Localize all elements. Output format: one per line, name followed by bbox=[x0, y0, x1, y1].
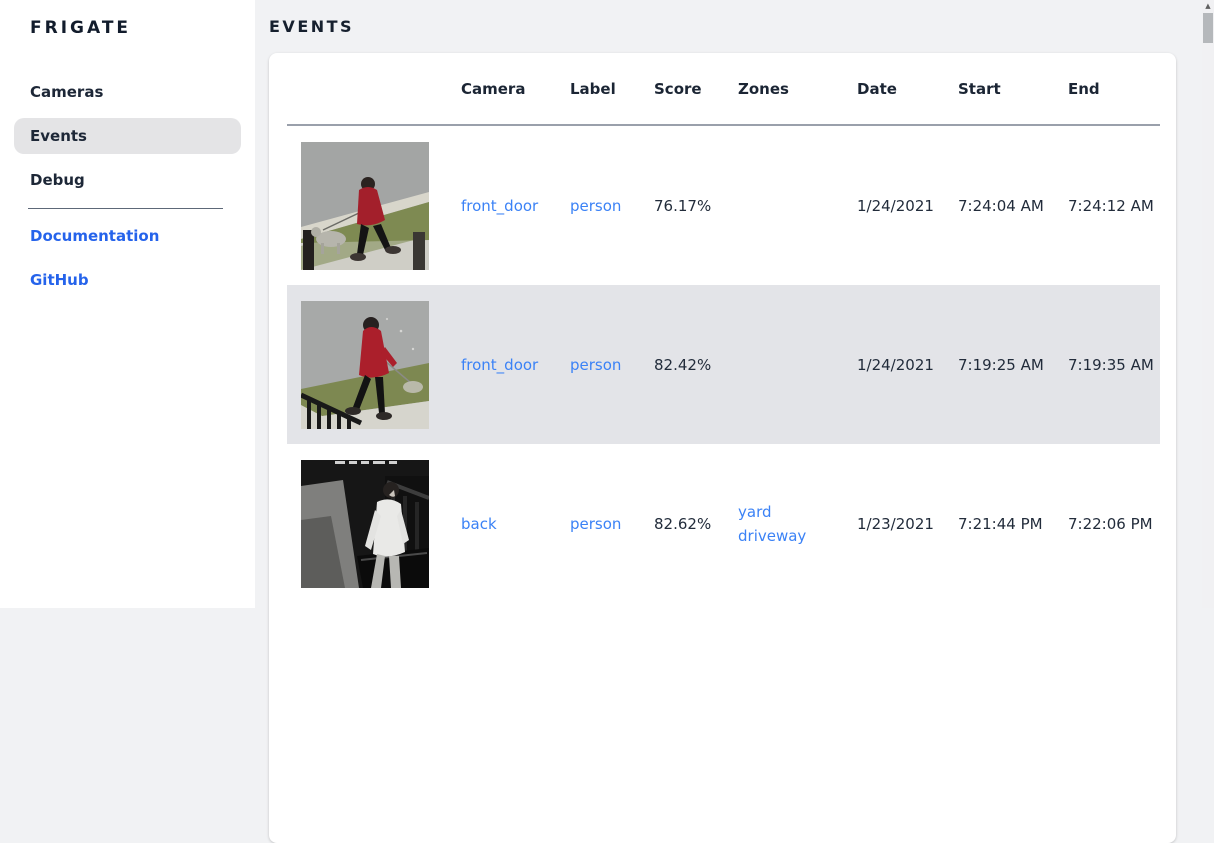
column-header-score: Score bbox=[654, 79, 702, 98]
scrollbar-up-arrow-icon[interactable]: ▲ bbox=[1205, 2, 1211, 10]
end-value: 7:24:12 AM bbox=[1068, 196, 1154, 215]
score-value: 82.62% bbox=[654, 514, 712, 533]
event-thumbnail[interactable] bbox=[301, 300, 429, 429]
sidebar-item-label: Events bbox=[30, 127, 87, 145]
column-header-camera: Camera bbox=[461, 79, 526, 98]
event-thumbnail-cell bbox=[287, 300, 461, 429]
event-thumbnail[interactable] bbox=[301, 459, 429, 588]
label-link[interactable]: person bbox=[570, 196, 622, 215]
column-header-date: Date bbox=[857, 79, 897, 98]
table-row[interactable]: back person 82.62% yard driveway 1/23/20… bbox=[287, 444, 1160, 603]
column-header-end: End bbox=[1068, 79, 1100, 98]
zones-cell: yard driveway bbox=[738, 500, 857, 548]
page-title: EVENTS bbox=[269, 17, 355, 36]
sidebar-item-label: Debug bbox=[30, 171, 85, 189]
camera-link[interactable]: front_door bbox=[461, 355, 539, 374]
events-table: Camera Label Score Zones Date Start End bbox=[287, 53, 1160, 603]
event-thumbnail-cell bbox=[287, 141, 461, 270]
vertical-scrollbar[interactable]: ▲ bbox=[1202, 0, 1214, 608]
table-row[interactable]: front_door person 82.42% 1/24/2021 7:19:… bbox=[287, 285, 1160, 444]
main-content: EVENTS Camera Label Score Zones Date Sta… bbox=[255, 0, 1202, 843]
start-value: 7:21:44 PM bbox=[958, 514, 1043, 533]
zone-link-driveway[interactable]: driveway bbox=[738, 526, 807, 545]
sidebar-link-github[interactable]: GitHub bbox=[14, 262, 241, 298]
label-link[interactable]: person bbox=[570, 514, 622, 533]
date-value: 1/23/2021 bbox=[857, 514, 934, 533]
sidebar-item-debug[interactable]: Debug bbox=[14, 162, 241, 198]
sidebar-item-label: Cameras bbox=[30, 83, 104, 101]
event-thumbnail[interactable] bbox=[301, 141, 429, 270]
table-row[interactable]: front_door person 76.17% 1/24/2021 7:24:… bbox=[287, 126, 1160, 285]
camera-link[interactable]: front_door bbox=[461, 196, 539, 215]
sidebar: FRIGATE Cameras Events Debug Documentati… bbox=[0, 0, 255, 608]
column-header-zones: Zones bbox=[738, 79, 789, 98]
column-header-label: Label bbox=[570, 79, 616, 98]
sidebar-nav: Cameras Events Debug Documentation GitHu… bbox=[0, 74, 255, 298]
events-card: Camera Label Score Zones Date Start End bbox=[269, 53, 1176, 843]
table-header-row: Camera Label Score Zones Date Start End bbox=[287, 53, 1160, 126]
sidebar-link-documentation[interactable]: Documentation bbox=[14, 218, 241, 254]
sidebar-item-events[interactable]: Events bbox=[14, 118, 241, 154]
start-value: 7:19:25 AM bbox=[958, 355, 1044, 374]
end-value: 7:19:35 AM bbox=[1068, 355, 1154, 374]
score-value: 82.42% bbox=[654, 355, 712, 374]
sidebar-divider bbox=[28, 208, 223, 209]
date-value: 1/24/2021 bbox=[857, 196, 934, 215]
start-value: 7:24:04 AM bbox=[958, 196, 1044, 215]
column-header-start: Start bbox=[958, 79, 1001, 98]
date-value: 1/24/2021 bbox=[857, 355, 934, 374]
sidebar-link-label: Documentation bbox=[30, 227, 160, 245]
camera-link[interactable]: back bbox=[461, 514, 497, 533]
zone-link-yard[interactable]: yard bbox=[738, 502, 772, 521]
sidebar-link-label: GitHub bbox=[30, 271, 89, 289]
event-thumbnail-cell bbox=[287, 459, 461, 588]
score-value: 76.17% bbox=[654, 196, 712, 215]
scrollbar-thumb[interactable] bbox=[1203, 13, 1213, 43]
app-logo: FRIGATE bbox=[30, 18, 132, 38]
sidebar-item-cameras[interactable]: Cameras bbox=[14, 74, 241, 110]
label-link[interactable]: person bbox=[570, 355, 622, 374]
end-value: 7:22:06 PM bbox=[1068, 514, 1153, 533]
